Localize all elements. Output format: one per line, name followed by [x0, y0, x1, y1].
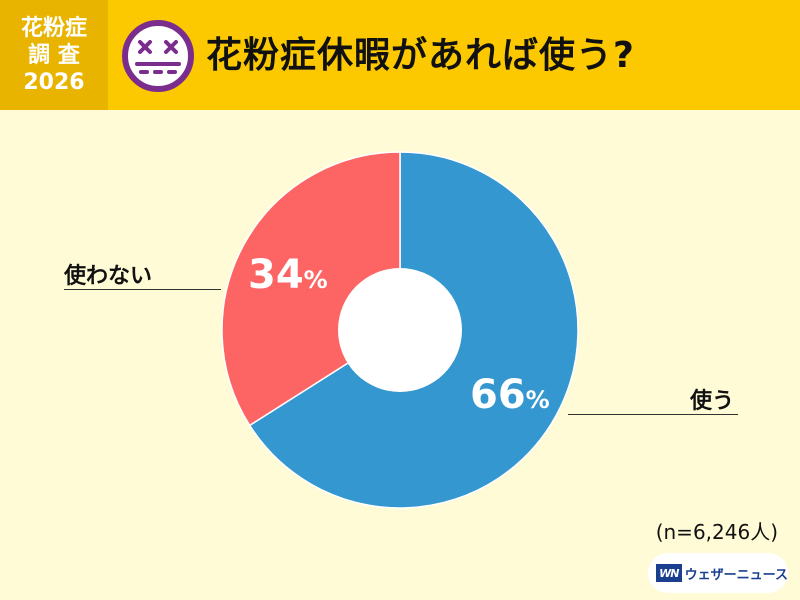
data-label-no: 34% — [248, 252, 328, 298]
data-label-yes-unit: % — [525, 386, 550, 414]
donut-hole — [338, 268, 462, 392]
donut-chart — [221, 151, 579, 509]
brand-logo: WN ウェザーニュース — [648, 553, 788, 593]
data-label-no-unit: % — [303, 266, 328, 294]
brand-mark-icon: WN — [656, 564, 682, 582]
data-label-no-value: 34 — [248, 252, 304, 298]
leader-line-yes — [568, 414, 738, 415]
survey-badge: 花粉症 調 査 2026 — [0, 0, 108, 110]
header-bar: 花粉症 調 査 2026 花粉症休暇があれば使う? — [0, 0, 800, 110]
brand-name: ウェザーニュース — [684, 567, 788, 583]
badge-line-3: 2026 — [23, 69, 85, 95]
data-label-yes: 66% — [470, 372, 550, 418]
badge-line-1: 花粉症 — [20, 15, 87, 41]
slice-label-yes: 使う — [690, 389, 735, 414]
page-title: 花粉症休暇があれば使う? — [206, 35, 635, 76]
leader-line-no — [64, 289, 221, 290]
data-label-yes-value: 66 — [470, 372, 526, 418]
sample-size-note: (n=6,246人) — [655, 520, 778, 544]
slice-label-no: 使わない — [64, 264, 153, 289]
badge-line-2: 調 査 — [28, 42, 80, 68]
dizzy-face-icon — [122, 20, 194, 92]
